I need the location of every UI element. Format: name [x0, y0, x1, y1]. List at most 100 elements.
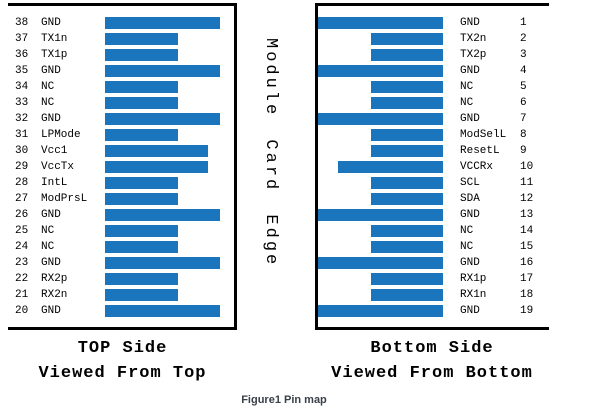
pin-number: 3	[520, 49, 527, 61]
pin-number: 29	[15, 161, 29, 173]
pin-bar-track	[105, 81, 226, 93]
pin-bar	[338, 161, 443, 173]
pin-row: 21 RX2n	[8, 287, 234, 303]
pin-number: 7	[520, 113, 527, 125]
pin-bar	[105, 177, 178, 189]
pin-number: 31	[15, 129, 29, 141]
pin-bar-track	[105, 289, 226, 301]
pin-number: 6	[520, 97, 527, 109]
pin-bar	[371, 241, 443, 253]
pin-bar-track	[105, 97, 226, 109]
pin-number: 32	[15, 113, 29, 125]
pin-number: 16	[520, 257, 534, 269]
pin-bar	[105, 33, 178, 45]
bottom-side-caption: Bottom Side Viewed From Bottom	[315, 336, 549, 386]
pin-bar	[371, 193, 443, 205]
pin-label: SDA	[460, 193, 480, 205]
pin-label: IntL	[41, 177, 68, 189]
pin-label: RX2p	[41, 273, 68, 285]
pin-bar-track	[318, 209, 443, 221]
pin-bar-track	[105, 49, 226, 61]
pin-row: SDA 12	[318, 191, 549, 207]
pin-bar	[371, 177, 443, 189]
pin-row: 32 GND	[8, 111, 234, 127]
pin-number: 25	[15, 225, 29, 237]
pin-bar	[371, 97, 443, 109]
pin-number: 20	[15, 305, 29, 317]
pin-row: GND 19	[318, 303, 549, 319]
pin-row: 31 LPMode	[8, 127, 234, 143]
pin-row: VCCRx 10	[318, 159, 549, 175]
top-side-subtitle: Viewed From Top	[38, 364, 207, 383]
pin-label: RX1n	[460, 289, 487, 301]
pin-number: 4	[520, 65, 527, 77]
pin-label: VCCRx	[460, 161, 494, 173]
pin-label: GND	[41, 113, 61, 125]
bottom-side-subtitle: Viewed From Bottom	[331, 364, 533, 383]
pin-bar-track	[318, 17, 443, 29]
pin-number: 27	[15, 193, 29, 205]
pin-bar	[105, 161, 208, 173]
pin-number: 37	[15, 33, 29, 45]
pin-bar-track	[105, 177, 226, 189]
pin-bar	[371, 129, 443, 141]
pin-bar-track	[105, 257, 226, 269]
pin-number: 34	[15, 81, 29, 93]
pin-bar-track	[318, 193, 443, 205]
pin-bar	[105, 65, 220, 77]
pin-row: 37 TX1n	[8, 31, 234, 47]
pin-label: GND	[460, 113, 480, 125]
pin-bar-track	[318, 161, 443, 173]
pin-number: 33	[15, 97, 29, 109]
pin-label: GND	[41, 305, 61, 317]
pin-number: 26	[15, 209, 29, 221]
pin-label: GND	[460, 65, 480, 77]
pin-number: 8	[520, 129, 527, 141]
pin-label: NC	[460, 81, 474, 93]
pin-bar-track	[105, 273, 226, 285]
pin-row: 24 NC	[8, 239, 234, 255]
bottom-side-title: Bottom Side	[370, 339, 494, 358]
bottom-side-pin-rows: GND 1 TX2n 2 TX2p 3 GND 4 NC 5 NC 6 GND 7 ModSelL 8 Rese…	[318, 6, 549, 319]
pin-number: 10	[520, 161, 534, 173]
pin-label: GND	[41, 257, 61, 269]
pin-bar	[105, 305, 220, 317]
pin-bar-track	[318, 241, 443, 253]
pin-bar	[105, 49, 178, 61]
pin-number: 19	[520, 305, 534, 317]
pin-number: 1	[520, 17, 527, 29]
pin-row: 26 GND	[8, 207, 234, 223]
pin-bar	[318, 305, 443, 317]
pin-label: GND	[460, 305, 480, 317]
pin-row: TX2n 2	[318, 31, 549, 47]
pin-bar	[105, 241, 178, 253]
pin-label: RX1p	[460, 273, 487, 285]
pin-bar	[105, 97, 178, 109]
pin-bar-track	[105, 129, 226, 141]
pin-label: SCL	[460, 177, 480, 189]
pin-label: ModSelL	[460, 129, 507, 141]
pin-bar	[371, 225, 443, 237]
pin-label: VccTx	[41, 161, 75, 173]
pin-number: 13	[520, 209, 534, 221]
pin-row: 33 NC	[8, 95, 234, 111]
pin-label: TX2n	[460, 33, 487, 45]
pin-bar	[105, 17, 220, 29]
pin-number: 21	[15, 289, 29, 301]
pin-bar	[318, 209, 443, 221]
pin-bar	[105, 113, 220, 125]
pin-number: 22	[15, 273, 29, 285]
pin-row: NC 15	[318, 239, 549, 255]
pin-bar-track	[318, 177, 443, 189]
pin-number: 28	[15, 177, 29, 189]
pin-bar	[318, 257, 443, 269]
pin-row: 22 RX2p	[8, 271, 234, 287]
pin-number: 14	[520, 225, 534, 237]
pin-label: NC	[460, 225, 474, 237]
pin-bar-track	[318, 33, 443, 45]
pin-row: 29 VccTx	[8, 159, 234, 175]
pin-label: NC	[460, 241, 474, 253]
pin-row: 23 GND	[8, 255, 234, 271]
pin-number: 9	[520, 145, 527, 157]
pin-bar-track	[318, 273, 443, 285]
